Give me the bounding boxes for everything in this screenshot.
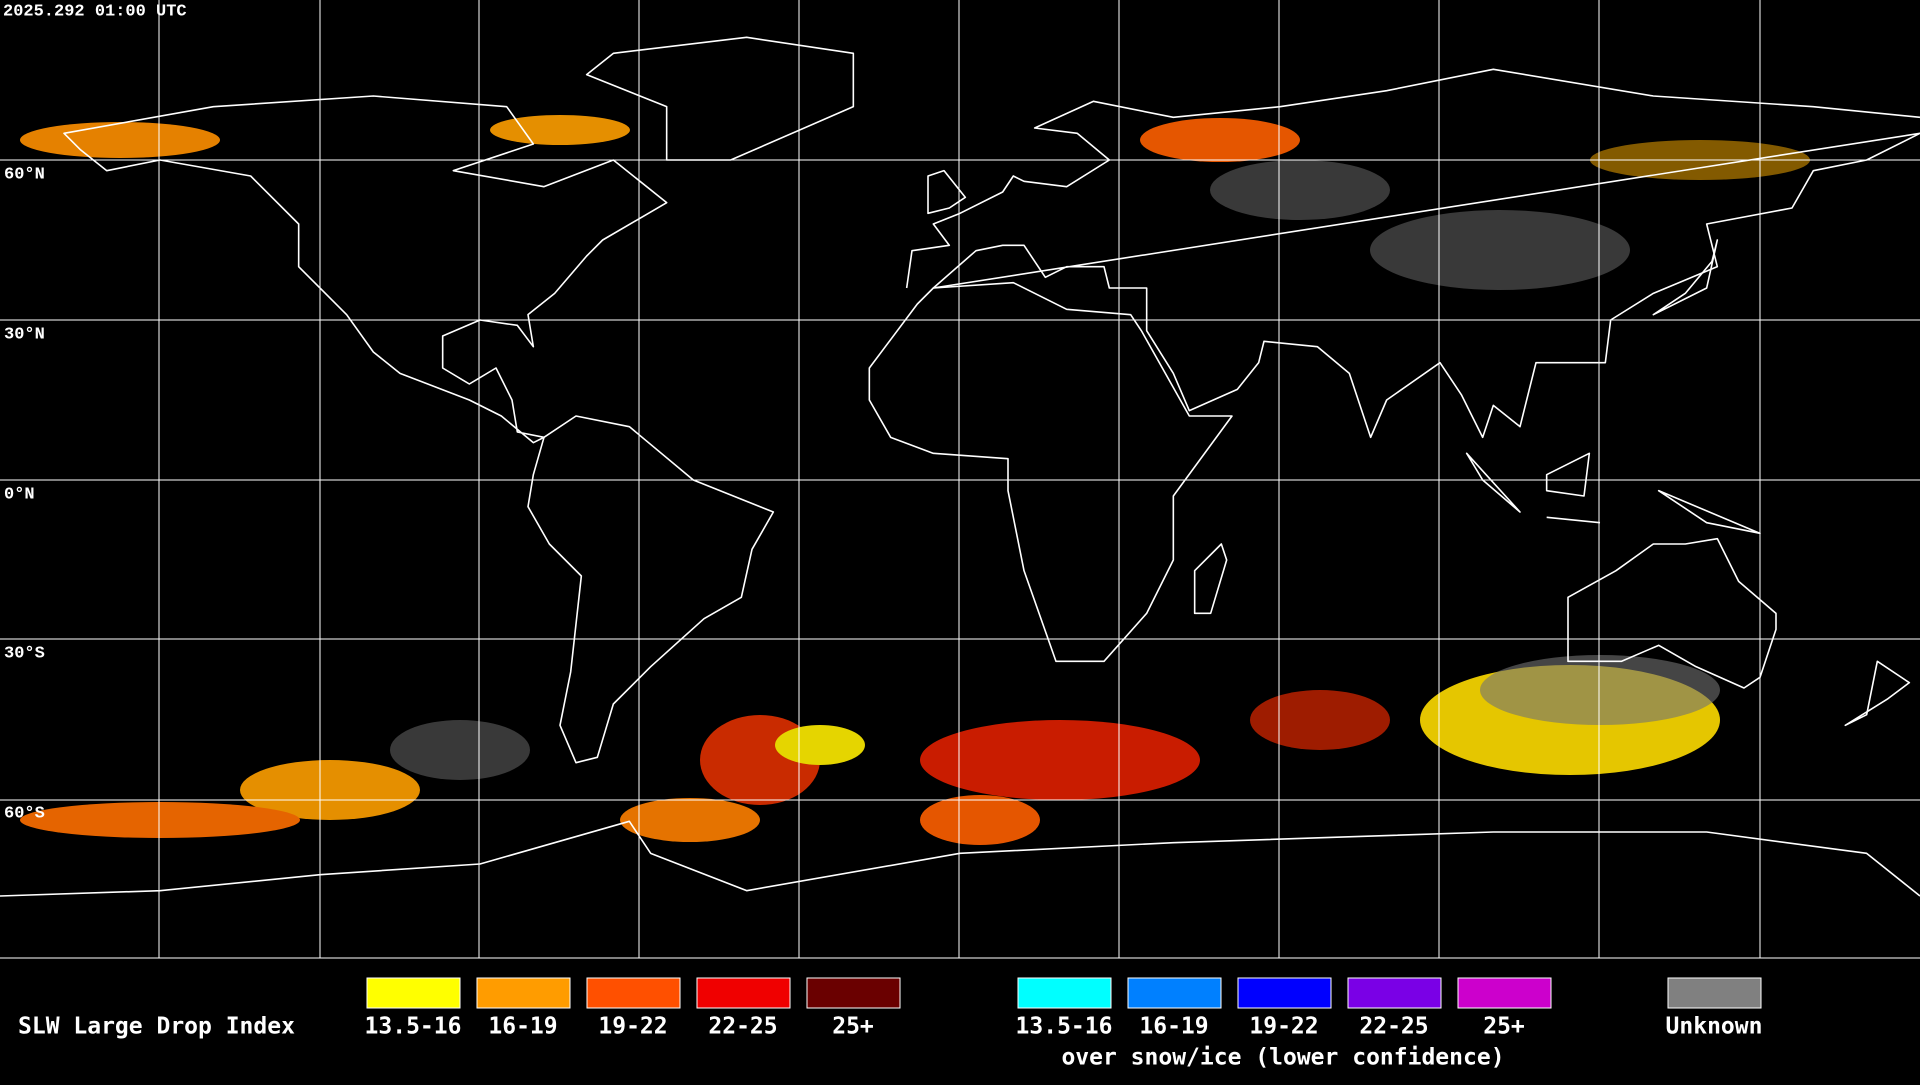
cloud-blob [620,798,760,842]
cloud-fields [20,115,1810,845]
legend-label: 25+ [832,1014,874,1040]
legend-label: 22-25 [1359,1014,1428,1040]
latitude-label: 60°N [4,165,45,184]
legend-swatch [1347,977,1442,1009]
legend-swatch [586,977,681,1009]
legend-label: 25+ [1483,1014,1525,1040]
legend-label: 13.5-16 [365,1014,462,1040]
legend-swatch [696,977,791,1009]
coastline [0,821,1920,896]
legend-swatch [1127,977,1222,1009]
coastlines [0,37,1920,896]
graticule [0,0,1920,958]
cloud-blob [490,115,630,145]
legend-swatch [1457,977,1552,1009]
cloud-blob [1210,160,1390,220]
latitude-label: 60°S [4,804,45,823]
legend-note: over snow/ice (lower confidence) [1061,1045,1504,1071]
legend-swatch [476,977,571,1009]
coastline [587,37,854,160]
legend-label: 16-19 [488,1014,557,1040]
legend: SLW Large Drop Index over snow/ice (lowe… [18,977,1763,1071]
cloud-blob [775,725,865,765]
coastline [1195,453,1910,725]
legend-swatch [806,977,901,1009]
legend-label: Unknown [1666,1014,1763,1040]
cloud-blob [920,720,1200,800]
legend-swatch [1017,977,1112,1009]
latitude-label: 0°N [4,485,35,504]
legend-swatch [1667,977,1762,1009]
legend-title: SLW Large Drop Index [18,1014,295,1040]
cloud-blob [1480,655,1720,725]
legend-swatch [1237,977,1332,1009]
legend-label: 13.5-16 [1016,1014,1113,1040]
cloud-blob [20,802,300,838]
cloud-blob [240,760,420,820]
legend-label: 19-22 [598,1014,667,1040]
coastline [869,283,1232,662]
cloud-blob [20,122,220,158]
timestamp: 2025.292 01:00 UTC [3,2,187,21]
cloud-blob [1140,118,1300,162]
legend-label: 19-22 [1249,1014,1318,1040]
cloud-blob [1250,690,1390,750]
legend-label: 16-19 [1139,1014,1208,1040]
cloud-blob [1370,210,1630,290]
latitude-labels: 60°N 30°N 0°N 30°S 60°S [4,165,45,823]
latitude-label: 30°N [4,325,45,344]
latitude-label: 30°S [4,644,45,663]
cloud-blob [920,795,1040,845]
coastline [64,96,667,443]
legend-label: 22-25 [708,1014,777,1040]
coastline [907,69,1920,437]
cloud-blob [390,720,530,780]
legend-swatch [366,977,461,1009]
coastline [928,171,1717,315]
coastline [1568,539,1776,688]
